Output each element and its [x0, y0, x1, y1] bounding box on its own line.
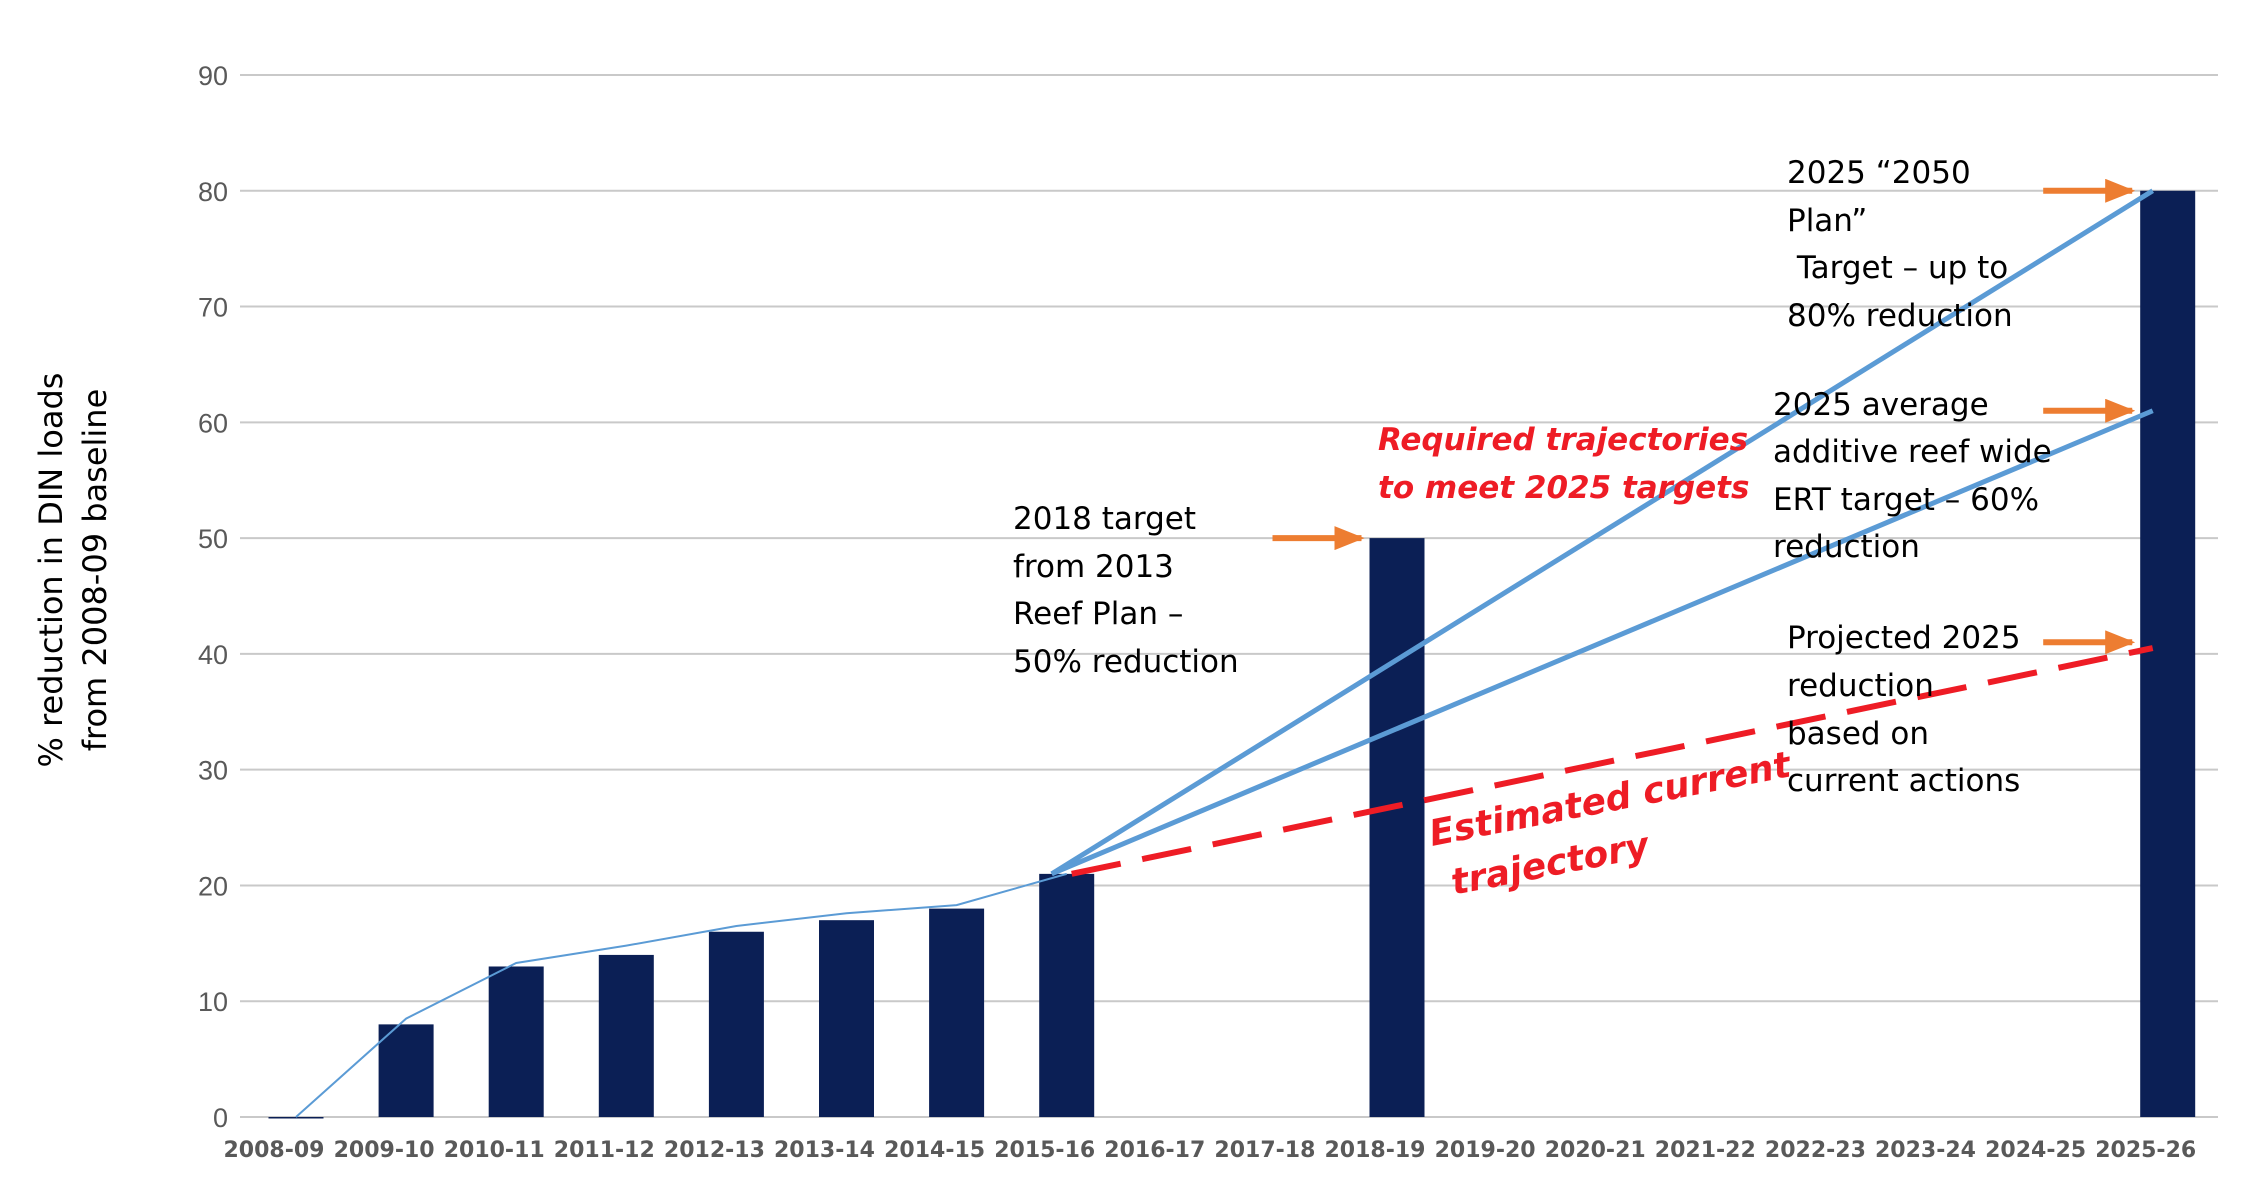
- annotation-2018-target-line-3: Reef Plan –: [1013, 596, 1183, 632]
- trajectory-lines: [295, 188, 2155, 1118]
- x-tick-label: 2012-13: [664, 1138, 765, 1163]
- y-tick-label: 80: [198, 177, 228, 207]
- bar-2013-14: [819, 920, 874, 1117]
- y-tick-label: 70: [198, 293, 228, 323]
- bar-2011-12: [598, 954, 654, 1117]
- annotation-2050-plan-line-3: Target – up to: [1787, 250, 2008, 286]
- x-tick-label: 2019-20: [1435, 1138, 1536, 1163]
- bar-2015-16: [1039, 873, 1095, 1117]
- bar-2018-19: [1369, 538, 1425, 1117]
- annotation-ert-line-2: additive reef wide: [1773, 434, 2052, 470]
- annotation-2018-target-line-1: 2018 target: [1013, 501, 1196, 537]
- annotation-projected-2025: Projected 2025 reduction based on curren…: [1787, 620, 2021, 799]
- arrows: [1272, 178, 2136, 655]
- bars: [268, 190, 2196, 1119]
- annotation-projected-line-1: Projected 2025: [1787, 620, 2021, 656]
- bar-2009-10: [378, 1024, 434, 1117]
- annotation-ert-line-1: 2025 average: [1773, 387, 1989, 423]
- x-tick-label: 2008-09: [224, 1138, 325, 1163]
- annotation-required-trajectories: Required trajectories to meet 2025 targe…: [1378, 422, 1749, 506]
- annotation-2050-plan-line-4: 80% reduction: [1787, 298, 2013, 334]
- historical-trend-line: [295, 872, 1067, 1118]
- bar-2014-15: [929, 908, 985, 1117]
- y-tick-label: 20: [198, 871, 228, 901]
- y-tick-label: 50: [198, 524, 228, 554]
- x-tick-label: 2025-26: [2095, 1138, 2196, 1163]
- y-tick-label: 40: [198, 640, 228, 670]
- x-tick-label: 2013-14: [774, 1138, 875, 1163]
- annotation-projected-line-4: current actions: [1787, 763, 2020, 799]
- annotation-2018-target-line-2: from 2013: [1013, 549, 1174, 585]
- y-axis-label-line-1: % reduction in DIN loads: [32, 373, 70, 768]
- y-tick-label: 30: [198, 756, 228, 786]
- x-tick-label: 2009-10: [334, 1138, 435, 1163]
- y-tick-label: 0: [213, 1103, 228, 1133]
- y-axis-ticks: 0 10 20 30 40 50 60 70 80 90: [198, 61, 228, 1133]
- annotation-2050-plan-line-2: Plan”: [1787, 203, 1867, 239]
- required-trajectory-line-1: [1050, 188, 2155, 876]
- y-tick-label: 10: [198, 987, 228, 1017]
- annotation-required-line-1: Required trajectories: [1378, 422, 1748, 458]
- bar-2025-26: [2140, 190, 2196, 1117]
- y-axis-label-line-2: from 2008-09 baseline: [76, 389, 114, 752]
- x-tick-label: 2015-16: [994, 1138, 1095, 1163]
- annotation-ert-line-3: ERT target – 60%: [1773, 482, 2039, 518]
- annotation-projected-line-2: reduction: [1787, 668, 1934, 704]
- x-tick-label: 2010-11: [444, 1138, 545, 1163]
- x-tick-label: 2016-17: [1104, 1138, 1205, 1163]
- y-tick-label: 90: [198, 61, 228, 91]
- annotation-required-line-2: to meet 2025 targets: [1378, 470, 1749, 506]
- x-tick-label: 2022-23: [1765, 1138, 1866, 1163]
- annotation-ert-target: 2025 average additive reef wide ERT targ…: [1773, 387, 2052, 565]
- estimated-trajectory-line: [1071, 645, 2154, 877]
- y-tick-label: 60: [198, 408, 228, 438]
- annotation-2018-target-line-4: 50% reduction: [1013, 644, 1239, 680]
- x-tick-label: 2014-15: [884, 1138, 985, 1163]
- x-tick-label: 2021-22: [1655, 1138, 1756, 1163]
- annotation-2050-plan-target: 2025 “2050 Plan” Target – up to 80% redu…: [1787, 155, 2013, 334]
- x-axis-ticks: 2008-09 2009-10 2010-11 2011-12 2012-13 2013-…: [224, 1138, 2197, 1163]
- gridlines: [240, 74, 2218, 1118]
- x-tick-label: 2018-19: [1325, 1138, 1426, 1163]
- bar-2010-11: [488, 966, 544, 1117]
- x-tick-label: 2023-24: [1875, 1138, 1976, 1163]
- y-axis-label: % reduction in DIN loads from 2008-09 ba…: [32, 373, 114, 768]
- bar-2008-09: [268, 1117, 324, 1119]
- annotation-projected-line-3: based on: [1787, 716, 1929, 752]
- x-tick-label: 2024-25: [1985, 1138, 2086, 1163]
- required-trajectory-line-2: [1050, 408, 2154, 877]
- annotation-2050-plan-line-1: 2025 “2050: [1787, 155, 1971, 191]
- annotation-ert-line-4: reduction: [1773, 529, 1920, 565]
- x-tick-label: 2017-18: [1214, 1138, 1315, 1163]
- annotation-estimated-trajectory: Estimated current trajectory: [1426, 744, 1796, 903]
- bar-2012-13: [708, 931, 764, 1117]
- annotation-2018-target: 2018 target from 2013 Reef Plan – 50% re…: [1013, 501, 1239, 680]
- x-tick-label: 2011-12: [554, 1138, 655, 1163]
- x-tick-label: 2020-21: [1545, 1138, 1646, 1163]
